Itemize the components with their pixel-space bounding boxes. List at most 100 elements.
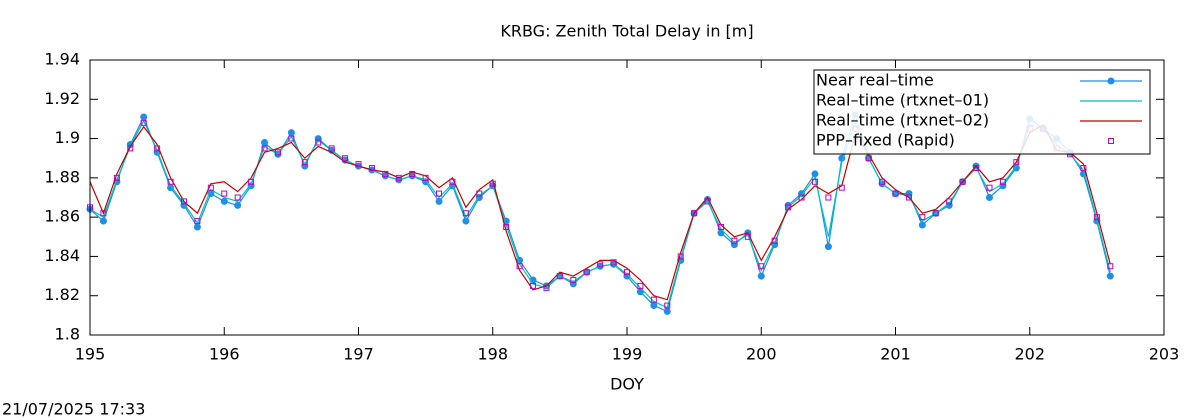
data-point	[1012, 164, 1020, 172]
data-point	[664, 302, 671, 309]
data-point	[422, 174, 429, 181]
data-point	[905, 194, 912, 201]
series-line	[89, 123, 1111, 301]
x-tick-label: 201	[880, 345, 911, 364]
data-point	[127, 145, 134, 152]
x-tick-label: 197	[343, 345, 374, 364]
y-tick-label: 1.9	[55, 128, 80, 147]
chart-title: KRBG: Zenith Total Delay in [m]	[500, 22, 753, 41]
data-point	[287, 129, 295, 137]
data-point	[167, 178, 174, 185]
data-point	[328, 145, 335, 152]
data-point	[462, 210, 469, 217]
data-point	[301, 159, 308, 166]
data-point	[1107, 263, 1114, 270]
series-line	[89, 119, 1111, 309]
x-tick-label: 198	[477, 345, 508, 364]
data-point	[919, 214, 926, 221]
data-point	[234, 201, 242, 209]
data-point	[140, 119, 147, 126]
x-axis-label: DOY	[610, 375, 644, 394]
data-point	[717, 229, 725, 237]
data-point	[1013, 159, 1020, 166]
legend-swatch	[1107, 77, 1115, 85]
data-point	[288, 135, 295, 142]
legend-label: PPP–fixed (Rapid)	[816, 131, 955, 150]
data-point	[503, 223, 510, 230]
y-tick-label: 1.84	[44, 246, 80, 265]
data-point	[731, 237, 738, 244]
data-point	[570, 277, 577, 283]
data-point	[985, 194, 993, 201]
data-point	[879, 178, 886, 185]
data-point	[436, 190, 443, 197]
data-point	[999, 178, 1006, 185]
legend-box	[813, 69, 1151, 155]
data-point	[798, 194, 805, 201]
legend-label: Real–time (rtxnet–02)	[816, 111, 989, 130]
x-tick-label: 196	[209, 345, 240, 364]
data-point	[583, 269, 590, 276]
data-point	[932, 210, 939, 217]
data-point	[395, 174, 402, 181]
data-point	[704, 198, 711, 205]
y-tick-label: 1.82	[44, 285, 80, 304]
data-point	[986, 184, 993, 191]
data-point	[516, 263, 523, 270]
data-point	[824, 243, 832, 251]
data-point	[113, 174, 120, 181]
data-point	[409, 170, 416, 177]
data-point	[167, 184, 175, 192]
data-point	[892, 190, 899, 197]
data-point	[462, 217, 470, 225]
data-point	[663, 307, 671, 315]
data-point	[1093, 214, 1100, 221]
y-tick-label: 1.92	[44, 89, 80, 108]
data-point	[368, 165, 375, 172]
data-point	[811, 170, 819, 178]
data-point	[691, 210, 698, 217]
data-point	[744, 233, 751, 240]
data-point	[785, 204, 792, 211]
data-point	[543, 284, 550, 291]
y-tick-label: 1.86	[44, 207, 80, 226]
legend-swatch	[1108, 138, 1114, 144]
data-point	[825, 194, 832, 201]
data-point	[677, 253, 684, 260]
data-point	[315, 139, 322, 146]
data-point	[1106, 272, 1114, 280]
data-point	[140, 113, 148, 121]
data-point	[946, 198, 953, 205]
legend-label: Real–time (rtxnet–01)	[816, 91, 989, 110]
data-point	[1080, 165, 1087, 172]
data-point	[193, 223, 201, 231]
data-point	[489, 180, 496, 187]
data-point	[610, 259, 617, 266]
x-tick-label: 203	[1149, 345, 1180, 364]
x-tick-label: 199	[612, 345, 643, 364]
data-point	[382, 170, 389, 177]
y-tick-label: 1.88	[44, 167, 80, 186]
y-tick-label: 1.94	[44, 50, 80, 69]
x-tick-label: 195	[75, 345, 106, 364]
data-point	[973, 165, 980, 172]
data-point	[637, 282, 644, 289]
data-point	[355, 161, 362, 168]
data-point	[959, 178, 966, 185]
data-point	[784, 201, 792, 209]
data-point	[918, 221, 926, 229]
data-point	[838, 184, 845, 191]
data-point	[274, 149, 281, 156]
data-point	[476, 190, 483, 197]
data-point	[342, 155, 349, 162]
data-point	[234, 194, 241, 201]
data-point	[811, 178, 818, 185]
data-point	[650, 296, 657, 303]
data-point	[99, 217, 107, 225]
data-point	[261, 139, 269, 146]
legend-label: Near real–time	[816, 71, 934, 90]
data-point	[636, 288, 644, 296]
data-point	[194, 218, 201, 225]
data-point	[758, 263, 765, 270]
